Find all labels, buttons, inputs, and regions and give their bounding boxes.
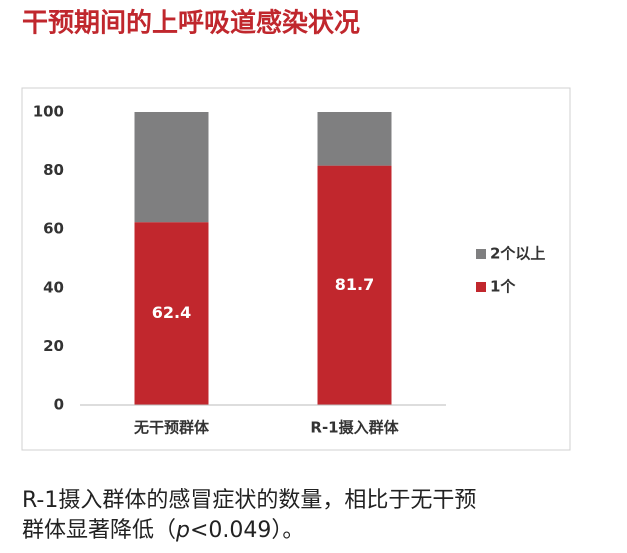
legend-label: 2个以上 <box>490 245 545 263</box>
chart-frame <box>21 87 571 451</box>
caption-line: R-1摄入群体的感冒症状的数量，相比于无干预 <box>22 488 476 513</box>
data-label: 62.4 <box>152 303 191 322</box>
bar-segment <box>134 112 209 223</box>
caption-text: 群体显著降低（ <box>22 518 176 543</box>
y-tick-label: 20 <box>43 337 64 355</box>
bar-segment <box>134 222 209 405</box>
legend-swatch <box>476 282 486 292</box>
chart-title: 干预期间的上呼吸道感染状况 <box>22 8 360 39</box>
caption-italic: p <box>175 518 190 543</box>
legend-label: 1个 <box>490 278 516 296</box>
bar-segment <box>317 165 392 405</box>
bar-segment <box>317 112 392 166</box>
y-tick-label: 80 <box>43 161 64 179</box>
y-tick-label: 0 <box>54 396 64 414</box>
data-label: 81.7 <box>335 275 374 294</box>
x-tick-label: 无干预群体 <box>133 419 210 437</box>
y-tick-label: 40 <box>43 278 64 296</box>
caption-text: <0.049）。 <box>190 518 304 543</box>
x-tick-label: R-1摄入群体 <box>310 419 399 437</box>
y-tick-label: 100 <box>33 103 64 121</box>
caption-line: 群体显著降低（p<0.049）。 <box>22 518 304 543</box>
y-tick-label: 60 <box>43 220 64 238</box>
legend-swatch <box>476 249 486 259</box>
